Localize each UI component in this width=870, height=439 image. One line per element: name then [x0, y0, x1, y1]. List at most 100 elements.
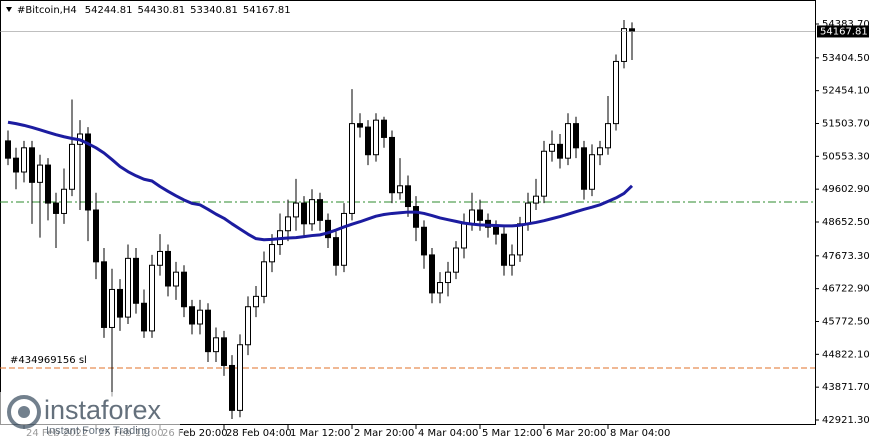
candle-body — [453, 247, 459, 273]
header-high: 54430.81 — [137, 5, 185, 16]
candle-body — [141, 302, 147, 332]
header-open: 54244.81 — [85, 5, 133, 16]
x-tick-label: 8 Mar 04:00 — [610, 428, 670, 439]
candle-body — [37, 164, 43, 183]
candle-body — [597, 147, 603, 156]
price-tag-label: 54167.81 — [820, 26, 868, 37]
candle-body — [53, 202, 59, 214]
candle-body — [205, 309, 211, 353]
candle-body — [389, 136, 395, 194]
candle-body — [461, 223, 467, 249]
candle-body — [549, 143, 555, 152]
candle-body — [605, 123, 611, 149]
y-tick-label: 46722.90 — [822, 284, 870, 295]
logo-ring — [7, 395, 41, 429]
y-tick-label: 53404.50 — [822, 53, 870, 64]
candle-body — [429, 254, 435, 294]
candle-body — [317, 199, 323, 221]
candle-body — [621, 28, 627, 62]
candle-body — [333, 237, 339, 266]
x-tick-label: 4 Mar 04:00 — [418, 428, 478, 439]
candle-body — [413, 206, 419, 228]
candle-body — [237, 344, 243, 411]
candle-body — [477, 209, 483, 221]
candle-body — [293, 202, 299, 218]
candle-body — [133, 257, 139, 304]
candle-body — [301, 202, 307, 225]
candle-body — [349, 123, 355, 214]
candle-body — [557, 143, 563, 159]
candle-body — [285, 216, 291, 232]
candle-body — [213, 337, 219, 353]
candle-body — [165, 250, 171, 287]
candle-body — [173, 271, 179, 287]
candle-body — [541, 150, 547, 197]
candle-body — [445, 271, 451, 284]
logo-dot — [18, 406, 30, 418]
x-tick-label: 28 Feb 04:00 — [226, 428, 292, 439]
moving-average — [7, 120, 634, 242]
tagline: Instant Forex Trading — [46, 425, 150, 437]
candle-body — [581, 147, 587, 190]
y-tick-label: 43871.70 — [822, 382, 870, 393]
y-tick-label: 49602.90 — [822, 184, 870, 195]
candle-body — [573, 123, 579, 149]
candle-body — [493, 226, 499, 235]
candle-body — [381, 119, 387, 138]
candle-body — [181, 271, 187, 308]
level-label: #434969156 sl — [10, 355, 87, 366]
candle-body — [29, 147, 35, 183]
candle-body — [61, 188, 67, 214]
candle-body — [85, 133, 91, 211]
candle-body — [397, 185, 403, 194]
candle-body — [261, 261, 267, 297]
brand: instaforex — [44, 395, 162, 425]
candle-body — [253, 295, 259, 308]
candle-body — [5, 140, 11, 159]
x-tick-label: 5 Mar 12:00 — [482, 428, 542, 439]
price-tag — [817, 25, 869, 38]
chart-title: #Bitcoin,H4 — [17, 5, 77, 16]
menu-arrow — [6, 7, 12, 12]
candle-body — [229, 364, 235, 411]
y-tick-label: 54383.70 — [822, 19, 870, 30]
candle-body — [125, 257, 131, 318]
candle-body — [101, 261, 107, 328]
candle-body — [269, 244, 275, 263]
x-tick-label: 26 Feb 20:00 — [162, 428, 228, 439]
y-tick-label: 51503.70 — [822, 118, 870, 129]
candle-body — [525, 202, 531, 225]
candle-body — [149, 264, 155, 332]
x-tick-label: 2 Mar 20:00 — [354, 428, 414, 439]
candle-body — [21, 147, 27, 173]
candle-body — [509, 254, 515, 266]
candle-body — [45, 164, 51, 204]
candle-body — [629, 28, 635, 32]
candle-body — [533, 195, 539, 204]
candle-body — [309, 199, 315, 225]
candle-body — [589, 154, 595, 190]
watermark: instaforex Instant Forex Trading — [0, 392, 180, 439]
y-tick-label: 42921.30 — [822, 415, 870, 426]
header-close: 54167.81 — [243, 5, 291, 16]
y-tick-label: 44822.10 — [822, 349, 870, 360]
candle-body — [405, 185, 411, 208]
candle-body — [117, 288, 123, 318]
candle-body — [365, 126, 371, 156]
candle-body — [245, 306, 251, 346]
y-tick-label: 45772.50 — [822, 316, 870, 327]
candle-body — [197, 309, 203, 325]
candle-body — [517, 223, 523, 256]
candle-body — [69, 143, 75, 190]
candle-body — [93, 209, 99, 263]
candle-body — [469, 209, 475, 225]
candle-body — [189, 306, 195, 325]
candle-body — [13, 157, 19, 173]
candle-body — [109, 288, 115, 328]
candle-body — [325, 219, 331, 239]
plot-area: 54383.70 53404.50 52454.10 51503.70 50553.30… — [0, 19, 870, 439]
y-tick-label: 50553.30 — [822, 151, 870, 162]
candle-body — [501, 233, 507, 266]
